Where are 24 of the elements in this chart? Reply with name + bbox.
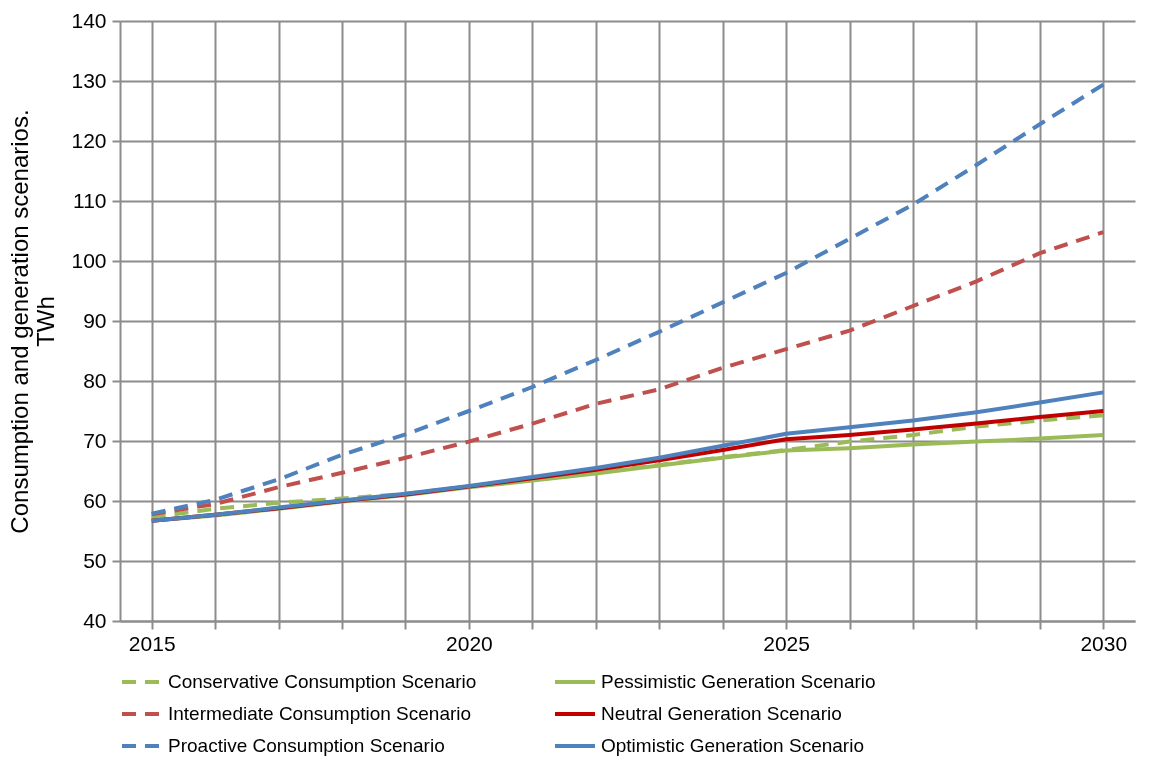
y-tick-label: 70 (83, 428, 107, 452)
y-tick-label: 130 (71, 68, 107, 92)
legend-label: Proactive Consumption Scenario (168, 735, 445, 756)
y-tick-label: 80 (83, 368, 107, 392)
y-tick-label: 90 (83, 308, 107, 332)
y-tick-label: 120 (71, 128, 107, 152)
line-series (149, 82, 1106, 516)
y-tick-label: 50 (83, 548, 107, 572)
legend-label: Optimistic Generation Scenario (601, 735, 864, 756)
x-tick-label: 2025 (763, 631, 810, 655)
x-tick-label: 2015 (128, 631, 176, 655)
y-axis-title: Consumption and generation scenarios. TWh (6, 109, 60, 534)
legend-label: Conservative Consumption Scenario (168, 671, 477, 692)
legend-label: Neutral Generation Scenario (601, 703, 842, 724)
y-tick-label: 140 (71, 8, 107, 32)
x-tick-label: 2020 (446, 631, 493, 655)
x-tick-label: 2030 (1080, 631, 1128, 655)
y-tick-label: 40 (83, 608, 107, 632)
y-tick-label: 110 (73, 188, 107, 212)
y-tick-label: 100 (71, 248, 107, 272)
legend-label: Pessimistic Generation Scenario (601, 671, 876, 692)
y-tick-label: 60 (83, 488, 107, 512)
line-series (149, 230, 1106, 517)
legend-label: Intermediate Consumption Scenario (168, 703, 472, 724)
